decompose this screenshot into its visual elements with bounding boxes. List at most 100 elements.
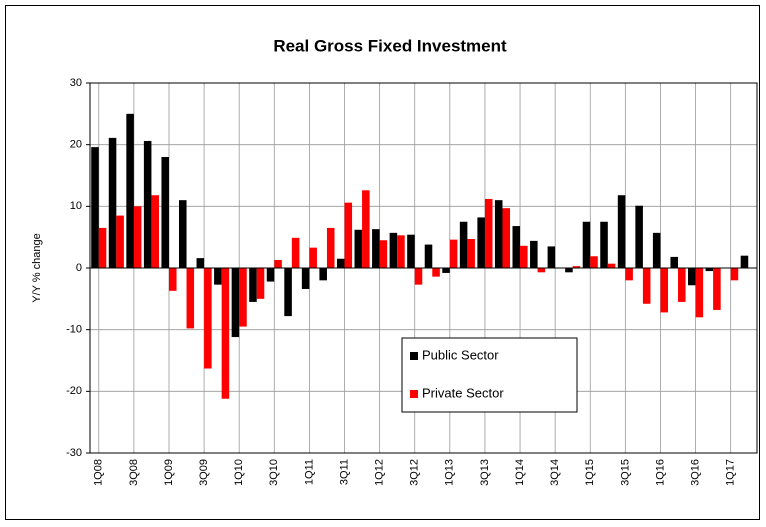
- x-tick-label: 3Q15: [619, 459, 631, 486]
- bar: [326, 227, 335, 268]
- y-axis-label: Y/Y % change: [31, 233, 43, 303]
- bar: [379, 240, 388, 268]
- bar: [249, 268, 257, 302]
- bar: [301, 268, 310, 289]
- x-tick-label: 1Q13: [444, 459, 456, 486]
- bar: [467, 239, 475, 268]
- bar: [432, 268, 440, 277]
- bar: [309, 247, 317, 268]
- bar: [266, 268, 275, 282]
- bar: [291, 237, 300, 268]
- bar: [284, 268, 292, 317]
- bar: [126, 113, 134, 268]
- y-tick-label: -20: [66, 385, 82, 397]
- bar: [354, 229, 363, 268]
- bar: [678, 268, 686, 302]
- bar: [424, 244, 433, 268]
- bar: [362, 190, 370, 268]
- y-tick-label: -10: [66, 324, 82, 336]
- bar: [442, 268, 450, 273]
- bar: [336, 258, 345, 268]
- bar: [204, 268, 212, 369]
- bar: [670, 256, 679, 268]
- bar: [477, 217, 485, 268]
- x-tick-label: 1Q12: [374, 459, 386, 486]
- bar: [389, 232, 398, 268]
- x-tick-label: 1Q08: [93, 459, 105, 486]
- bar: [635, 205, 643, 268]
- bar: [572, 266, 581, 268]
- bar: [449, 239, 458, 268]
- x-tick-label: 3Q12: [409, 459, 421, 486]
- bar: [397, 235, 405, 268]
- bar: [642, 268, 651, 304]
- bar: [91, 147, 99, 268]
- bar: [221, 268, 230, 399]
- bar: [600, 221, 608, 268]
- bar: [239, 268, 247, 327]
- bar: [537, 268, 546, 273]
- x-tick-label: 3Q10: [268, 459, 280, 486]
- bar: [178, 200, 187, 268]
- bar: [116, 215, 124, 268]
- bar: [414, 268, 423, 285]
- bar: [108, 137, 117, 268]
- bar: [161, 157, 169, 268]
- bar: [319, 268, 327, 281]
- bar: [547, 246, 556, 268]
- bar: [582, 221, 591, 268]
- bar: [502, 208, 511, 268]
- y-tick-label: 20: [70, 139, 82, 151]
- bar: [256, 268, 265, 299]
- x-tick-label: 1Q16: [654, 459, 666, 486]
- x-tick-label: 1Q09: [163, 459, 175, 486]
- x-tick-label: 1Q17: [725, 459, 737, 486]
- y-tick-label: 0: [76, 262, 82, 274]
- bar: [520, 245, 528, 268]
- bar: [713, 268, 721, 310]
- bar: [484, 198, 493, 268]
- bar: [730, 268, 739, 281]
- x-tick-label: 1Q14: [514, 459, 526, 486]
- bar: [344, 202, 353, 268]
- bar: [168, 268, 177, 291]
- legend-label: Public Sector: [422, 347, 499, 362]
- x-tick-label: 3Q08: [128, 459, 140, 486]
- legend-label: Private Sector: [422, 385, 504, 400]
- bar: [274, 259, 282, 268]
- bar: [617, 195, 626, 268]
- bar: [660, 268, 669, 313]
- legend-box: [401, 337, 578, 413]
- bar: [494, 200, 503, 268]
- legend-swatch: [410, 390, 418, 398]
- bar: [565, 268, 573, 273]
- x-tick-label: 3Q09: [198, 459, 210, 486]
- x-tick-label: 1Q11: [303, 459, 315, 485]
- bar: [98, 227, 107, 268]
- bar: [512, 226, 521, 268]
- y-tick-label: 30: [70, 77, 82, 89]
- bar: [459, 221, 468, 268]
- bar: [186, 268, 195, 329]
- bar: [688, 268, 696, 286]
- bar: [196, 258, 205, 268]
- x-tick-label: 1Q15: [584, 459, 596, 486]
- y-tick-label: 10: [70, 200, 82, 212]
- y-tick-label: -30: [66, 447, 82, 459]
- x-tick-label: 3Q16: [689, 459, 701, 486]
- bar: [530, 240, 538, 268]
- x-tick-label: 3Q13: [479, 459, 491, 486]
- plot-border: [89, 82, 758, 454]
- bar: [407, 234, 415, 268]
- bar: [740, 255, 749, 268]
- bar: [625, 268, 633, 281]
- legend-swatch: [410, 352, 418, 360]
- bar: [705, 268, 714, 272]
- bar: [143, 140, 152, 268]
- x-tick-label: 3Q14: [549, 459, 561, 486]
- bar: [214, 268, 222, 285]
- chart-title: Real Gross Fixed Investment: [273, 36, 507, 55]
- bar: [133, 206, 142, 268]
- bar: [695, 268, 704, 318]
